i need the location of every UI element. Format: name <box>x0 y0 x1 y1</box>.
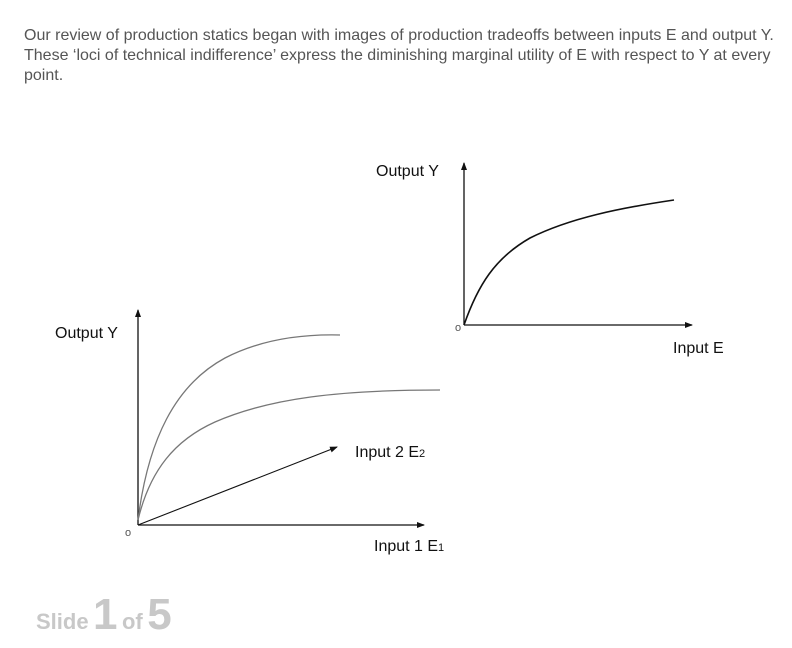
of-word: of <box>121 609 143 634</box>
x-axis-label-text: Input 1 E <box>374 538 439 555</box>
top-production-curve <box>463 199 675 326</box>
bottom-origin-label: o <box>125 527 132 539</box>
top-x-axis-label: Input E <box>673 340 724 357</box>
bottom-curve-lower <box>137 389 441 521</box>
top-origin-label: o <box>455 322 462 334</box>
slide-counter: Slide 1 of 5 <box>36 590 172 640</box>
bottom-z-axis-label: Input 2 E2 <box>355 444 425 462</box>
bottom-z-axis <box>137 446 338 526</box>
current-slide-number: 1 <box>93 590 118 639</box>
bottom-y-axis-label: Output Y <box>55 325 118 342</box>
intro-text: Our review of production statics began w… <box>24 27 774 84</box>
z-axis-label-text: Input 2 E <box>355 444 420 461</box>
top-y-axis-label: Output Y <box>376 163 439 180</box>
slide-word: Slide <box>36 609 89 634</box>
x-axis-subscript: 1 <box>438 542 445 554</box>
total-slide-number: 5 <box>147 590 172 639</box>
z-axis-subscript: 2 <box>419 448 426 460</box>
bottom-x-axis-label: Input 1 E1 <box>374 538 444 556</box>
bottom-curve-upper <box>137 334 341 521</box>
